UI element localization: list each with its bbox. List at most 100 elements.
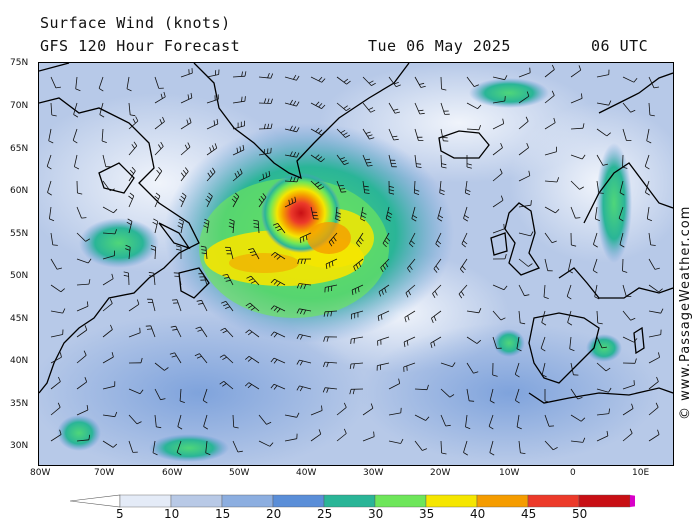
wind-barb [463, 206, 468, 219]
wind-barb [335, 206, 338, 219]
wind-barb [492, 100, 505, 104]
wind-barb [596, 74, 609, 78]
wind-barb-feather [503, 223, 505, 229]
wind-barb-feather [654, 267, 660, 270]
wind-barb-feather [551, 240, 557, 244]
wind-barb-feather [126, 221, 132, 225]
wind-barb [310, 433, 322, 442]
wind-barb [227, 274, 234, 286]
wind-barb [492, 199, 504, 208]
colorbar-min-arrow [70, 494, 121, 508]
wind-barb-feather [581, 93, 583, 99]
wind-barb-feather [541, 322, 547, 326]
wind-barb-feather [318, 103, 323, 108]
wind-barb [274, 278, 286, 286]
wind-barb [206, 221, 210, 234]
wind-barb-feather [566, 296, 572, 300]
wind-barb [544, 69, 555, 78]
colorbar-segment [527, 494, 580, 508]
wind-barb-feather [175, 245, 182, 248]
wind-barb [154, 121, 165, 130]
wind-barb-feather [432, 293, 436, 299]
wind-barb-feather [273, 359, 278, 364]
wind-barb [388, 383, 400, 390]
wind-barb [570, 388, 579, 400]
wind-barb-feather [380, 314, 383, 320]
wind-barb-feather [244, 382, 250, 387]
wind-barb [437, 206, 442, 219]
wind-barb-feather [244, 96, 246, 102]
wind-barb [336, 433, 347, 442]
wind-barb [199, 353, 208, 364]
wind-barb-feather [364, 158, 371, 161]
wind-barb-feather [326, 387, 329, 393]
chart-title: Surface Wind (knots) [40, 14, 231, 32]
wind-barb-feather [75, 88, 81, 92]
wind-barb-feather [101, 140, 107, 143]
wind-barb [388, 102, 396, 114]
wind-barb [567, 310, 572, 323]
wind-barb-feather [650, 244, 656, 246]
wind-barb [75, 76, 78, 89]
wind-barb-feather [327, 311, 329, 317]
wind-barb-feather [276, 282, 281, 287]
wind-barb-feather [597, 322, 603, 325]
lat-label: 60N [10, 186, 29, 196]
wind-barb-feather [465, 192, 471, 196]
wind-barb-feather [197, 329, 203, 332]
wind-barb-feather [229, 218, 235, 222]
wind-barb-feather [409, 243, 414, 248]
wind-barb-feather [250, 307, 256, 311]
wind-barb [153, 273, 156, 286]
wind-barb-feather [109, 298, 113, 304]
wind-barb-feather [520, 452, 526, 454]
wind-barb [257, 220, 260, 234]
wind-barb-feather [318, 429, 322, 435]
wind-barb-feather [461, 243, 466, 248]
wind-barb [76, 354, 87, 364]
wind-barb [47, 180, 52, 193]
wind-barb-feather [580, 417, 586, 422]
wind-barb-feather [169, 352, 175, 355]
wind-barb-feather [88, 279, 91, 285]
wind-barb-feather [111, 352, 114, 358]
wind-barb-feather [388, 189, 395, 192]
wind-barb [622, 258, 624, 272]
wind-barb-feather [48, 140, 54, 144]
wind-barb-feather [212, 167, 216, 173]
wind-barb-feather [239, 168, 243, 174]
wind-barb [648, 76, 655, 89]
wind-barb-feather [253, 226, 259, 229]
wind-barb-feather [315, 101, 320, 106]
colorbar-label: 35 [419, 507, 435, 521]
wind-barb [622, 102, 631, 113]
wind-barb-feather [463, 452, 469, 456]
wind-barb [409, 232, 416, 244]
wind-barb-feather [163, 91, 166, 97]
wind-barb-feather [439, 189, 445, 192]
wind-barb [440, 440, 442, 454]
wind-barb [336, 128, 346, 138]
wind-barb-feather [544, 400, 550, 403]
wind-barb-feather [84, 325, 88, 331]
colorbar-label: 10 [164, 507, 180, 521]
wind-barb [128, 332, 141, 338]
wind-barb [488, 414, 494, 427]
wind-barb-feather [56, 267, 63, 270]
wind-barb [206, 123, 219, 130]
wind-barb [466, 310, 479, 314]
wind-barb-feather [516, 348, 522, 352]
wind-barb [362, 154, 368, 167]
wind-barb [515, 388, 520, 401]
wind-barb [541, 362, 546, 375]
wind-barb-feather [184, 167, 189, 172]
wind-barb [128, 120, 139, 130]
wind-barb-feather [209, 170, 214, 175]
wind-barb [76, 305, 89, 312]
wind-barb-feather [150, 248, 156, 251]
wind-barb-feather [318, 76, 323, 82]
wind-barb-feather [88, 434, 91, 440]
wind-barb [152, 440, 156, 453]
wind-barb [544, 414, 550, 427]
wind-barb [284, 414, 297, 418]
